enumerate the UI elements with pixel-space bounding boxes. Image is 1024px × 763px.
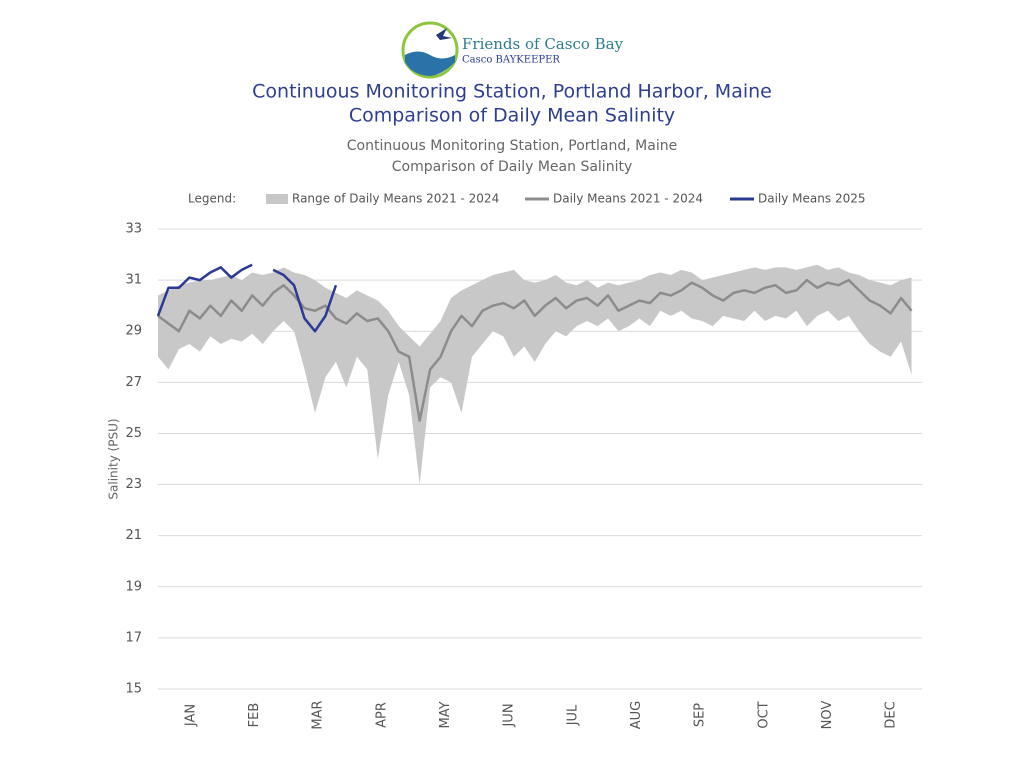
logo-bird [436, 28, 452, 40]
chart-subtitle: Continuous Monitoring Station, Portland,… [347, 138, 677, 154]
x-tick-label: JUL [565, 704, 580, 726]
chart-subtitle: Comparison of Daily Mean Salinity [392, 159, 632, 175]
y-tick-label: 29 [125, 324, 142, 339]
y-tick-label: 15 [125, 682, 142, 697]
y-tick-label: 21 [125, 528, 142, 543]
chart-title: Continuous Monitoring Station, Portland … [252, 81, 772, 103]
legend-title: Legend: [188, 192, 236, 206]
y-tick-label: 17 [125, 630, 142, 645]
y-tick-label: 19 [125, 579, 142, 594]
series-line [157, 278, 913, 422]
x-tick-label: JUN [502, 703, 517, 727]
y-tick-label: 31 [125, 273, 142, 288]
x-tick-label: DEC [884, 701, 899, 728]
x-tick-label: OCT [756, 701, 771, 728]
y-tick-label: 27 [125, 375, 142, 390]
chart-title: Comparison of Daily Mean Salinity [349, 105, 675, 127]
range-area [158, 264, 912, 485]
x-tick-label: SEP [693, 703, 708, 727]
x-tick-label: AUG [629, 701, 644, 729]
logo-water [405, 51, 455, 76]
logo-name: Friends of Casco Bay [462, 35, 624, 53]
logo-tagline: Casco BAYKEEPER [462, 55, 560, 66]
y-tick-label: 33 [125, 222, 142, 237]
legend-label: Daily Means 2025 [758, 192, 865, 206]
x-tick-label: MAY [438, 701, 453, 728]
x-tick-label: JAN [183, 704, 198, 727]
series-line [156, 263, 338, 333]
legend-label: Daily Means 2021 - 2024 [553, 192, 703, 206]
x-tick-label: NOV [820, 701, 835, 730]
legend-label: Range of Daily Means 2021 - 2024 [292, 192, 499, 206]
x-tick-label: MAR [311, 700, 326, 729]
y-tick-label: 23 [125, 477, 142, 492]
logo: Friends of Casco Bay Casco BAYKEEPER [401, 21, 624, 79]
x-tick-label: FEB [247, 703, 262, 728]
y-tick-label: 25 [125, 426, 142, 441]
y-axis-label: Salinity (PSU) [107, 418, 121, 499]
legend-swatch [266, 194, 288, 204]
x-tick-label: APR [374, 702, 389, 728]
